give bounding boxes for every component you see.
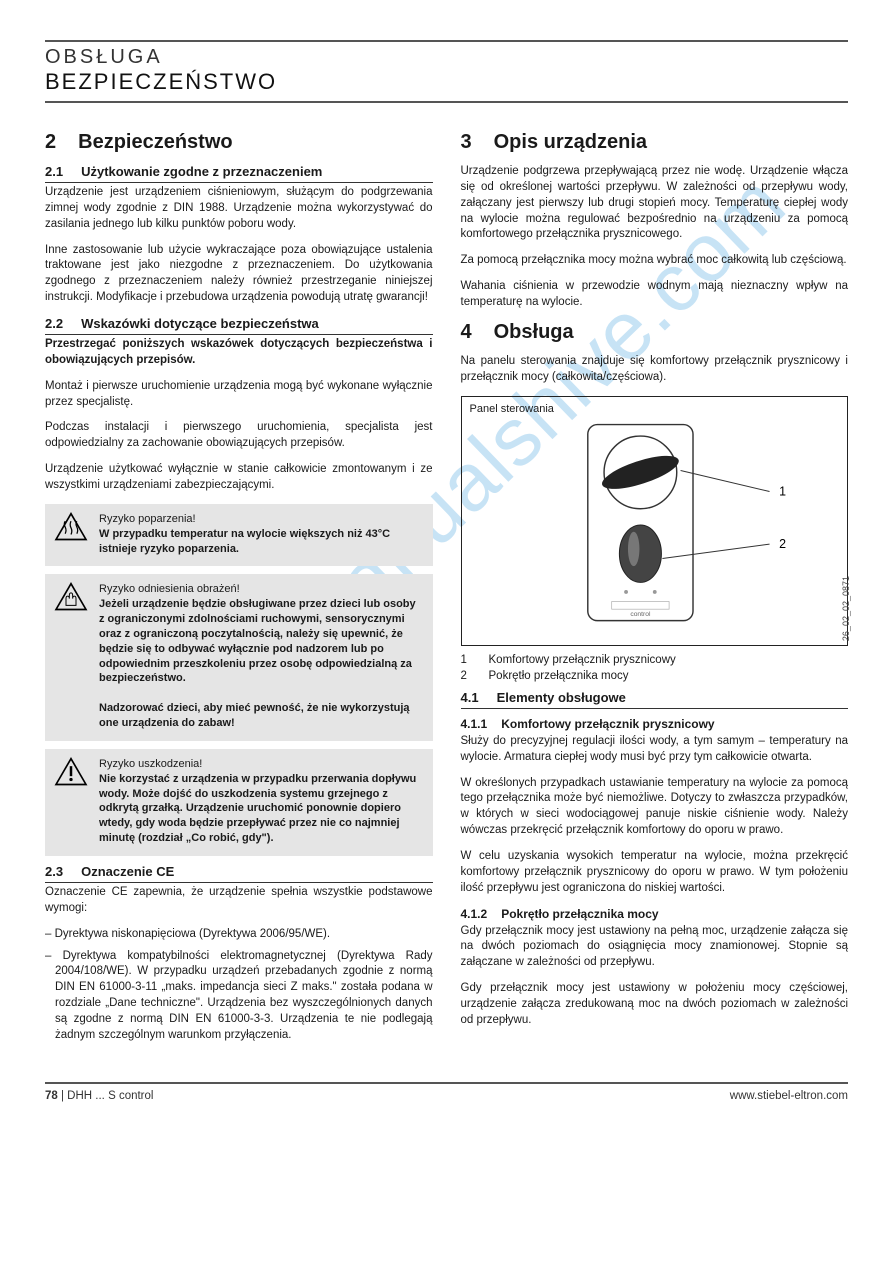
warning-text: Ryzyko uszkodzenia! Nie korzystać z urzą… (99, 757, 423, 846)
section-4-1-heading: 4.1 Elementy obsługowe (461, 690, 849, 709)
page-number: 78 (45, 1090, 58, 1102)
warning-text: Ryzyko poparzenia! W przypadku temperatu… (99, 512, 423, 557)
subsection-title: Elementy obsługowe (497, 690, 626, 705)
warning-injury: Ryzyko odniesienia obrażeń! Jeżeli urząd… (45, 574, 433, 740)
header-title: BEZPIECZEŃSTWO (45, 69, 848, 95)
subsection-title: Użytkowanie zgodne z przeznaczeniem (81, 164, 322, 179)
exclamation-warning-icon (53, 757, 89, 789)
section-2-2-heading: 2.2 Wskazówki dotyczące bezpieczeństwa (45, 316, 433, 335)
paragraph: Gdy przełącznik mocy jest ustawiony na p… (461, 924, 849, 972)
paragraph: Urządzenie jest urządzeniem ciśnieniowym… (45, 185, 433, 233)
section-number: 4 (461, 321, 472, 344)
paragraph: Służy do precyzyjnej regulacji ilości wo… (461, 734, 849, 766)
footer-url: www.stiebel-eltron.com (730, 1090, 848, 1102)
bullet-list: Dyrektywa niskonapięciowa (Dyrektywa 200… (45, 927, 433, 1044)
section-4-1-2-heading: 4.1.2 Pokrętło przełącznika mocy (461, 907, 849, 921)
subsection-number: 4.1 (461, 690, 479, 705)
svg-text:2: 2 (779, 537, 786, 551)
svg-text:control: control (630, 610, 651, 617)
section-title: Opis urządzenia (494, 131, 647, 154)
heat-warning-icon (53, 512, 89, 544)
section-4-1-1-heading: 4.1.1 Komfortowy przełącznik prysznicowy (461, 717, 849, 731)
page-footer: 78 | DHH ... S control www.stiebel-eltro… (45, 1082, 848, 1102)
subsection-number: 2.1 (45, 164, 63, 179)
section-title: Obsługa (494, 321, 574, 344)
right-column: 3 Opis urządzenia Urządzenie podgrzewa p… (461, 131, 849, 1050)
hand-warning-icon (53, 582, 89, 614)
warning-body: Nie korzystać z urządzenia w przypadku p… (99, 773, 416, 844)
section-2-heading: 2 Bezpieczeństwo (45, 131, 433, 154)
paragraph: W celu uzyskania wysokich temperatur na … (461, 849, 849, 897)
legend-number: 1 (461, 652, 473, 668)
control-panel-diagram: control 1 2 (470, 415, 840, 635)
subsubsection-title: Komfortowy przełącznik prysznicowy (501, 717, 714, 731)
legend-number: 2 (461, 668, 473, 684)
paragraph-bold: Przestrzegać poniższych wskazówek dotycz… (45, 337, 433, 369)
svg-text:1: 1 (779, 484, 786, 498)
warning-damage: Ryzyko uszkodzenia! Nie korzystać z urzą… (45, 749, 433, 856)
legend-text: Komfortowy przełącznik prysznicowy (489, 652, 676, 668)
footer-left: 78 | DHH ... S control (45, 1090, 153, 1102)
top-rule (45, 40, 848, 42)
subsubsection-number: 4.1.2 (461, 907, 488, 921)
product-name: | DHH ... S control (61, 1090, 153, 1102)
paragraph: Inne zastosowanie lub użycie wykraczając… (45, 243, 433, 306)
warning-burn: Ryzyko poparzenia! W przypadku temperatu… (45, 504, 433, 567)
section-2-3-heading: 2.3 Oznaczenie CE (45, 864, 433, 883)
section-number: 2 (45, 131, 56, 154)
section-number: 3 (461, 131, 472, 154)
list-item: Dyrektywa niskonapięciowa (Dyrektywa 200… (45, 927, 433, 943)
legend-row: 2 Pokrętło przełącznika mocy (461, 668, 849, 684)
warning-title: Ryzyko uszkodzenia! (99, 757, 423, 772)
warning-title: Ryzyko poparzenia! (99, 512, 423, 527)
list-item: Dyrektywa kompatybilności elektromagnety… (45, 949, 433, 1044)
figure-label: Panel sterowania (470, 403, 554, 415)
subsubsection-title: Pokrętło przełącznika mocy (501, 907, 658, 921)
content-columns: 2 Bezpieczeństwo 2.1 Użytkowanie zgodne … (45, 131, 848, 1050)
figure-code: 26_02_02_0871 (841, 576, 851, 641)
legend-text: Pokrętło przełącznika mocy (489, 668, 629, 684)
subsection-title: Oznaczenie CE (81, 864, 174, 879)
section-3-heading: 3 Opis urządzenia (461, 131, 849, 154)
paragraph: Wahania ciśnienia w przewodzie wodnym ma… (461, 279, 849, 311)
legend-row: 1 Komfortowy przełącznik prysznicowy (461, 652, 849, 668)
paragraph: Na panelu sterowania znajduje się komfor… (461, 354, 849, 386)
page-header: OBSŁUGA BEZPIECZEŃSTWO (45, 46, 848, 95)
warning-title: Ryzyko odniesienia obrażeń! (99, 582, 423, 597)
paragraph: Za pomocą przełącznika mocy można wybrać… (461, 253, 849, 269)
paragraph: Podczas instalacji i pierwszego uruchomi… (45, 420, 433, 452)
left-column: 2 Bezpieczeństwo 2.1 Użytkowanie zgodne … (45, 131, 433, 1050)
header-category: OBSŁUGA (45, 46, 848, 69)
figure-legend: 1 Komfortowy przełącznik prysznicowy 2 P… (461, 652, 849, 684)
paragraph: W określonych przypadkach ustawianie tem… (461, 776, 849, 839)
warning-text: Ryzyko odniesienia obrażeń! Jeżeli urząd… (99, 582, 423, 730)
warning-body-2: Nadzorować dzieci, aby mieć pewność, że … (99, 702, 410, 729)
subsubsection-number: 4.1.1 (461, 717, 488, 731)
section-4-heading: 4 Obsługa (461, 321, 849, 344)
section-title: Bezpieczeństwo (78, 131, 232, 154)
section-2-1-heading: 2.1 Użytkowanie zgodne z przeznaczeniem (45, 164, 433, 183)
subsection-title: Wskazówki dotyczące bezpieczeństwa (81, 316, 319, 331)
paragraph: Montaż i pierwsze uruchomienie urządzeni… (45, 379, 433, 411)
paragraph: Oznaczenie CE zapewnia, że urządzenie sp… (45, 885, 433, 917)
figure-control-panel: Panel sterowania control 1 (461, 396, 849, 646)
header-rule (45, 101, 848, 103)
subsection-number: 2.2 (45, 316, 63, 331)
warning-body: Jeżeli urządzenie będzie obsługiwane prz… (99, 598, 416, 684)
subsection-number: 2.3 (45, 864, 63, 879)
warning-body: W przypadku temperatur na wylocie większ… (99, 528, 390, 555)
paragraph: Urządzenie użytkować wyłącznie w stanie … (45, 462, 433, 494)
paragraph: Gdy przełącznik mocy jest ustawiony w po… (461, 981, 849, 1029)
paragraph: Urządzenie podgrzewa przepływającą przez… (461, 164, 849, 243)
